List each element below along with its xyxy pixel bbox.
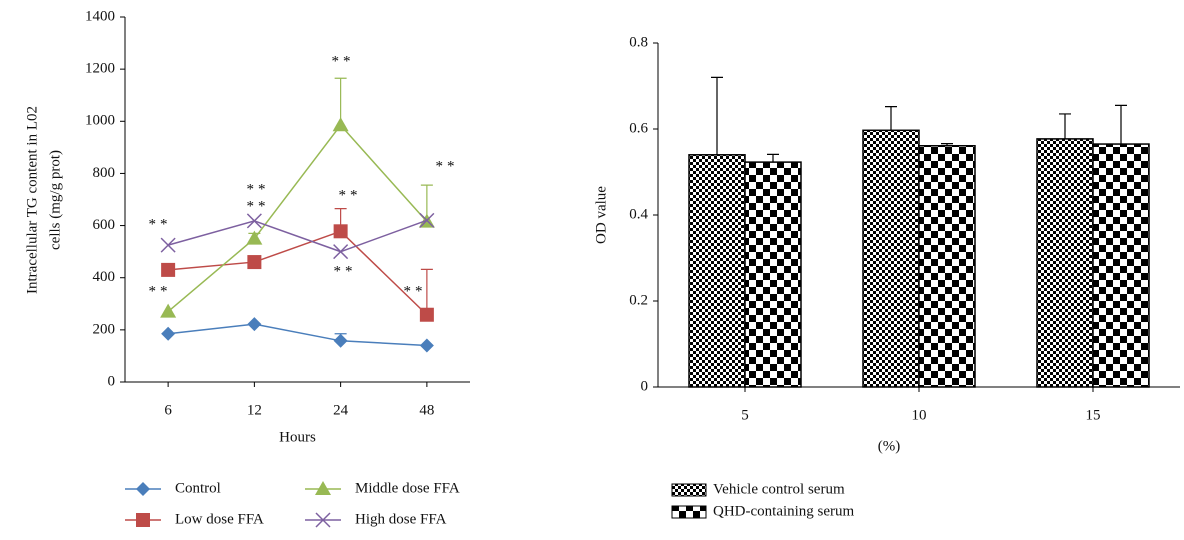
- y-tick-label: 0.4: [629, 206, 648, 222]
- marker: [136, 482, 150, 496]
- y-tick-label: 0.2: [629, 292, 648, 308]
- marker: [315, 512, 331, 528]
- x-tick-label: 15: [1086, 407, 1101, 423]
- x-tick-label: 5: [741, 407, 749, 423]
- marker: [419, 307, 434, 322]
- significance-mark: **: [149, 283, 172, 299]
- error-bar: [711, 76, 723, 155]
- legend-swatch: [671, 483, 707, 497]
- marker: [419, 212, 435, 228]
- y-tick-label: 1200: [85, 61, 115, 77]
- significance-mark: **: [149, 216, 172, 232]
- bar: [918, 145, 976, 388]
- y-tick-label: 200: [93, 321, 116, 337]
- significance-mark: **: [339, 187, 362, 203]
- y-axis-label: Intracellular TG content in L02: [24, 106, 40, 294]
- y-tick-label: 800: [93, 165, 116, 181]
- series-line: [168, 323, 427, 347]
- marker: [332, 117, 349, 132]
- marker: [315, 481, 331, 495]
- marker: [160, 303, 177, 318]
- significance-mark: **: [247, 198, 270, 214]
- marker: [160, 237, 176, 253]
- y-tick-label: 1000: [85, 113, 115, 129]
- marker: [333, 333, 348, 348]
- x-axis-label: (%): [878, 438, 901, 454]
- bar: [1092, 143, 1150, 388]
- y-axis-label: OD value: [593, 186, 609, 244]
- legend-label: Low dose FFA: [175, 511, 264, 527]
- x-tick-label: 6: [164, 402, 172, 418]
- series-line: [168, 230, 428, 316]
- marker: [161, 326, 176, 341]
- significance-mark: **: [404, 283, 427, 299]
- series-line: [167, 219, 428, 253]
- y-tick-label: 1400: [85, 8, 115, 24]
- bar: [688, 154, 746, 388]
- error-bar: [885, 106, 897, 131]
- y-tick-label: 400: [93, 269, 116, 285]
- marker: [246, 230, 263, 245]
- y-tick-label: 600: [93, 217, 116, 233]
- y-tick-label: 0.8: [629, 34, 648, 50]
- legend-label: QHD-containing serum: [713, 503, 855, 519]
- bar: [1036, 138, 1094, 388]
- bar: [744, 161, 802, 388]
- significance-mark: **: [334, 263, 357, 279]
- y-axis-label: cells (mg/g prot): [47, 150, 63, 250]
- series-line: [167, 124, 428, 313]
- marker: [136, 513, 150, 527]
- legend-label: Control: [175, 480, 221, 496]
- error-bar: [1115, 104, 1127, 145]
- x-tick-label: 24: [333, 402, 349, 418]
- x-tick-label: 48: [419, 402, 434, 418]
- marker: [247, 255, 262, 270]
- x-axis-label: Hours: [279, 429, 316, 445]
- significance-mark: **: [247, 181, 270, 197]
- y-tick-label: 0.6: [629, 120, 648, 136]
- significance-mark: **: [436, 158, 459, 174]
- significance-mark: **: [332, 53, 355, 69]
- legend-label: High dose FFA: [355, 511, 447, 527]
- x-tick-label: 12: [247, 402, 262, 418]
- y-tick-label: 0: [641, 378, 649, 394]
- error-bar: [941, 143, 953, 146]
- y-tick-label: 0: [108, 373, 116, 389]
- legend-swatch: [671, 505, 707, 519]
- x-tick-label: 10: [912, 407, 927, 423]
- marker: [161, 262, 176, 277]
- error-bar: [767, 153, 779, 163]
- marker: [246, 213, 262, 229]
- marker: [333, 224, 348, 239]
- marker: [419, 338, 434, 353]
- legend-label: Vehicle control serum: [713, 481, 845, 497]
- legend-label: Middle dose FFA: [355, 480, 460, 496]
- error-bar: [1059, 113, 1071, 139]
- marker: [247, 317, 262, 332]
- error-bar: [420, 268, 433, 315]
- bar: [862, 129, 920, 388]
- marker: [333, 244, 349, 260]
